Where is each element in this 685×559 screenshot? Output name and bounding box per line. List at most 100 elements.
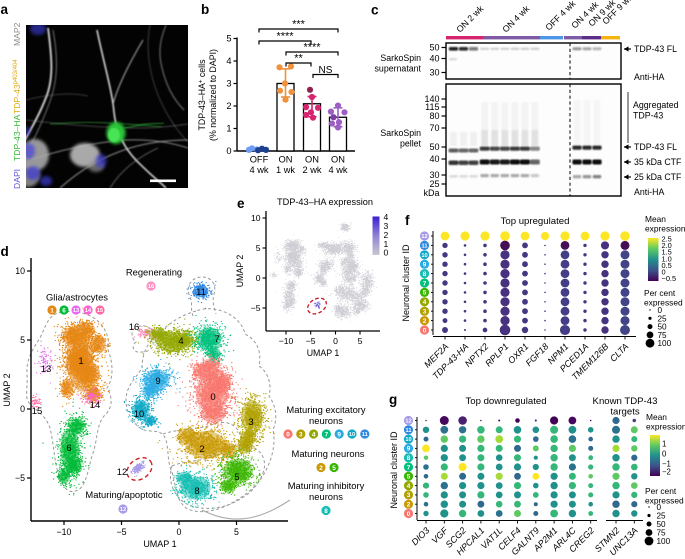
svg-text:SarkoSpin: SarkoSpin xyxy=(380,53,421,63)
svg-text:7: 7 xyxy=(423,280,427,287)
svg-text:2: 2 xyxy=(199,444,204,455)
svg-text:10: 10 xyxy=(421,253,427,259)
svg-text:12: 12 xyxy=(405,419,411,425)
svg-text:−10: −10 xyxy=(57,527,72,537)
svg-text:ON: ON xyxy=(305,155,319,165)
svg-text:e: e xyxy=(237,196,245,211)
svg-text:5: 5 xyxy=(20,335,25,345)
svg-text:13: 13 xyxy=(73,308,79,314)
svg-text:5: 5 xyxy=(234,472,239,483)
svg-text:6: 6 xyxy=(66,443,71,454)
svg-text:5: 5 xyxy=(423,290,427,297)
svg-text:−1: −1 xyxy=(662,460,671,469)
svg-text:1: 1 xyxy=(226,124,231,134)
svg-text:4: 4 xyxy=(407,483,411,490)
svg-text:7: 7 xyxy=(214,334,219,345)
svg-text:−0.5: −0.5 xyxy=(662,274,677,283)
svg-text:a: a xyxy=(1,2,9,17)
svg-text:11: 11 xyxy=(406,428,412,434)
svg-text:1: 1 xyxy=(78,356,83,367)
svg-text:Top downregulated: Top downregulated xyxy=(465,396,546,407)
svg-text:UMAP 1: UMAP 1 xyxy=(307,348,340,358)
svg-text:0: 0 xyxy=(662,268,666,277)
svg-text:TDP-43–HA+ cells: TDP-43–HA+ cells xyxy=(197,59,207,131)
svg-text:9: 9 xyxy=(407,446,411,453)
svg-text:Aggregated: Aggregated xyxy=(633,100,679,110)
svg-text:0: 0 xyxy=(177,527,182,537)
svg-text:2.5: 2.5 xyxy=(662,235,672,244)
svg-text:Top upregulated: Top upregulated xyxy=(501,216,570,227)
svg-text:Maturing inhibitory: Maturing inhibitory xyxy=(288,480,365,491)
svg-text:Regenerating: Regenerating xyxy=(126,267,182,278)
svg-text:−10: −10 xyxy=(279,336,294,346)
svg-text:ON: ON xyxy=(279,155,293,165)
svg-text:11: 11 xyxy=(422,243,428,249)
svg-text:0: 0 xyxy=(210,392,215,403)
svg-text:kDa: kDa xyxy=(423,188,439,198)
svg-text:14: 14 xyxy=(85,308,92,314)
svg-text:0: 0 xyxy=(256,273,261,283)
svg-text:b: b xyxy=(201,2,209,17)
svg-text:c: c xyxy=(371,3,379,18)
svg-text:11: 11 xyxy=(362,432,368,438)
svg-text:2: 2 xyxy=(407,502,411,509)
svg-text:10: 10 xyxy=(349,432,355,438)
svg-text:75: 75 xyxy=(657,529,667,538)
svg-text:Neuronal cluster ID: Neuronal cluster ID xyxy=(389,431,399,509)
svg-text:Maturing excitatory: Maturing excitatory xyxy=(286,404,366,415)
svg-text:1: 1 xyxy=(662,440,666,449)
svg-text:0: 0 xyxy=(333,336,338,346)
svg-text:***: *** xyxy=(292,19,306,31)
svg-text:0: 0 xyxy=(20,404,25,414)
svg-text:d: d xyxy=(1,244,9,259)
svg-text:10: 10 xyxy=(251,213,261,223)
svg-text:Anti-HA: Anti-HA xyxy=(634,72,664,82)
svg-text:8: 8 xyxy=(407,455,411,462)
svg-text:5: 5 xyxy=(234,527,239,537)
svg-text:8: 8 xyxy=(423,271,427,278)
svg-text:6: 6 xyxy=(62,307,66,314)
svg-text:70: 70 xyxy=(429,123,439,133)
svg-text:TDP-43 FL: TDP-43 FL xyxy=(634,142,677,152)
svg-text:2 wk: 2 wk xyxy=(302,165,321,175)
svg-text:16: 16 xyxy=(148,284,154,290)
svg-text:Per cent: Per cent xyxy=(645,486,677,496)
svg-text:7: 7 xyxy=(325,431,329,438)
svg-text:50: 50 xyxy=(429,43,439,53)
svg-text:4 wk: 4 wk xyxy=(328,165,347,175)
svg-text:50: 50 xyxy=(657,520,667,529)
svg-text:Mean: Mean xyxy=(645,214,666,224)
svg-text:NS: NS xyxy=(319,65,333,76)
svg-text:8: 8 xyxy=(324,508,328,515)
svg-text:Anti-HA: Anti-HA xyxy=(634,187,664,197)
svg-text:75: 75 xyxy=(658,331,668,340)
svg-text:supernatant: supernatant xyxy=(375,64,422,74)
svg-text:4: 4 xyxy=(423,299,427,306)
svg-text:UMAP 1: UMAP 1 xyxy=(143,539,176,549)
svg-text:0: 0 xyxy=(407,511,411,518)
svg-text:(% normalized to DAPI): (% normalized to DAPI) xyxy=(208,49,218,141)
svg-text:DAPI: DAPI xyxy=(12,169,22,189)
svg-text:80: 80 xyxy=(429,111,439,121)
svg-text:SarkoSpin: SarkoSpin xyxy=(380,128,421,138)
svg-text:12: 12 xyxy=(421,234,427,240)
svg-text:3: 3 xyxy=(423,309,427,316)
svg-text:neurons: neurons xyxy=(309,491,343,502)
svg-text:4: 4 xyxy=(312,431,316,438)
svg-text:1: 1 xyxy=(384,239,389,249)
svg-text:25: 25 xyxy=(657,512,667,521)
svg-text:4: 4 xyxy=(384,212,389,222)
svg-text:25: 25 xyxy=(429,179,439,189)
svg-text:5: 5 xyxy=(358,336,363,346)
svg-text:UMAP 2: UMAP 2 xyxy=(235,255,245,288)
svg-text:Known TDP-43: Known TDP-43 xyxy=(593,396,658,407)
svg-text:expressed: expressed xyxy=(645,496,684,506)
svg-text:Maturing neurons: Maturing neurons xyxy=(292,448,365,459)
svg-text:30: 30 xyxy=(429,170,439,180)
svg-text:−5: −5 xyxy=(251,303,261,313)
svg-text:TDP-43–HA expression: TDP-43–HA expression xyxy=(277,197,373,207)
svg-text:5: 5 xyxy=(407,474,411,481)
svg-text:40: 40 xyxy=(429,154,439,164)
svg-text:TDP-43: TDP-43 xyxy=(633,111,663,121)
svg-text:10: 10 xyxy=(134,409,145,420)
